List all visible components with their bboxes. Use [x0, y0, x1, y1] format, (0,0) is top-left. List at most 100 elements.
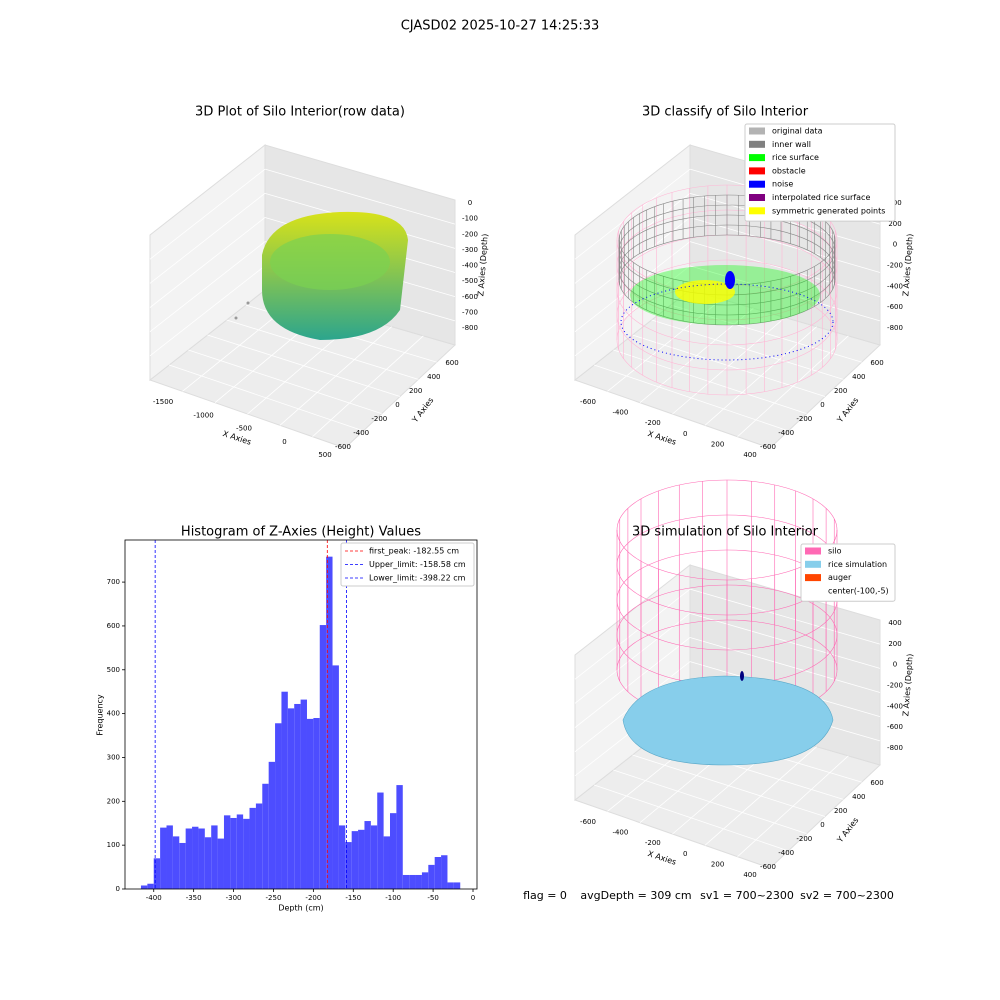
x-tick-label: -200: [645, 839, 661, 847]
legend-label: obstacle: [772, 166, 806, 175]
y-tick-label: -400: [778, 429, 794, 437]
z-tick-label: -400: [887, 282, 903, 290]
y-tick-label: 100: [107, 841, 120, 849]
y-tick-label: 300: [107, 753, 120, 761]
legend-label: center(-100,-5): [828, 586, 889, 595]
bar: [383, 836, 390, 889]
y-tick-label: 600: [870, 359, 883, 367]
surface: [675, 280, 735, 304]
pane-grid: [689, 612, 881, 669]
bar: [166, 825, 173, 889]
z-tick-label: -100: [462, 215, 478, 223]
y-tick-label: -200: [796, 415, 812, 423]
bar: [358, 829, 365, 889]
y-tick-label: 0: [116, 885, 120, 893]
bar: [185, 828, 193, 889]
z-tick-label: 200: [888, 640, 901, 648]
x-tick-label: -400: [612, 409, 628, 417]
y-axis-label: Frequency: [96, 694, 105, 736]
z-tick-label: -400: [887, 702, 903, 710]
legend-swatch: [749, 140, 765, 148]
bar: [198, 828, 205, 889]
auger: [740, 671, 744, 681]
bar: [153, 858, 161, 889]
bar: [428, 864, 435, 889]
z-tick-label: -800: [887, 324, 903, 332]
bar: [230, 817, 237, 889]
x-tick-label: 400: [743, 451, 756, 459]
bar: [415, 874, 422, 889]
bar: [249, 807, 256, 889]
x-tick-label: -350: [186, 894, 202, 902]
chart-title: Histogram of Z-Axies (Height) Values: [181, 525, 421, 540]
bar: [262, 783, 269, 889]
z-tick-label: -600: [887, 723, 903, 731]
cloud-top: [270, 234, 390, 290]
y-tick-label: -600: [335, 443, 351, 451]
y-tick-label: 700: [107, 578, 120, 586]
y-tick-label: 600: [870, 779, 883, 787]
bar: [172, 836, 180, 889]
pane-grid: [689, 637, 881, 693]
x-tick-label: -400: [612, 829, 628, 837]
z-tick-label: -200: [462, 230, 478, 238]
x-tick-label: -500: [236, 425, 252, 433]
y-tick-label: -200: [796, 835, 812, 843]
z-tick-label: -700: [462, 308, 478, 316]
y-tick-label: 400: [852, 793, 865, 801]
legend-label: Upper_limit: -158.58 cm: [369, 560, 466, 569]
z-axis-label: Z Axies (Depth): [901, 233, 914, 296]
x-tick-label: -300: [226, 894, 242, 902]
x-tick-label: 0: [683, 430, 687, 438]
z-tick-label: 0: [893, 661, 897, 669]
bar: [326, 556, 333, 889]
legend-label: interpolated rice surface: [772, 193, 870, 202]
legend-label: rice surface: [772, 153, 819, 162]
footer-text: sv1 = 700~2300: [700, 889, 794, 902]
z-tick-label: -200: [887, 262, 903, 270]
pane-grid: [149, 265, 266, 357]
x-tick-label: -600: [580, 398, 596, 406]
panel-3d: 3D classify of Silo Interior-600-400-200…: [573, 105, 915, 459]
y-tick-label: 200: [834, 387, 847, 395]
legend-swatch: [749, 154, 765, 162]
x-tick-label: 0: [282, 438, 286, 446]
y-tick-label: 0: [820, 821, 824, 829]
bar: [351, 831, 359, 889]
plot-frame: [124, 539, 478, 890]
bar: [370, 825, 378, 889]
bar: [179, 842, 186, 889]
bar: [217, 838, 224, 889]
y-tick-label: 400: [107, 710, 120, 718]
x-tick-label: -600: [580, 818, 596, 826]
legend-label: silo: [828, 547, 842, 556]
z-tick-label: 0: [468, 199, 472, 207]
pane-grid: [689, 217, 881, 273]
legend-label: Lower_limit: -398.22 cm: [369, 574, 466, 583]
bar: [255, 803, 263, 889]
dot: [246, 301, 250, 305]
y-tick-label: -400: [778, 849, 794, 857]
legend-box: [800, 543, 896, 602]
x-tick-label: 0: [683, 850, 687, 858]
chart-title: 3D simulation of Silo Interior: [632, 525, 819, 540]
bar: [453, 882, 461, 889]
x-axis-label: Depth (cm): [278, 904, 323, 913]
y-tick-label: 600: [445, 359, 458, 367]
panel-3d: 3D simulation of Silo Interior-600-400-2…: [573, 479, 915, 879]
bar: [313, 718, 320, 889]
y-tick-label: 200: [409, 387, 422, 395]
bar: [389, 813, 397, 889]
y-tick-label: 500: [107, 666, 120, 674]
footer-text: sv2 = 700~2300: [800, 889, 894, 902]
x-tick-label: 200: [711, 440, 724, 448]
legend-box: [744, 123, 896, 222]
x-tick-label: 500: [318, 451, 331, 459]
x-tick-label: 200: [711, 860, 724, 868]
bar: [338, 825, 346, 889]
legend-label: inner wall: [772, 140, 811, 149]
ring: [620, 283, 834, 361]
panel-3d: 3D Plot of Silo Interior(row data) -1500 -…: [148, 105, 490, 459]
legend-swatch: [749, 207, 765, 215]
